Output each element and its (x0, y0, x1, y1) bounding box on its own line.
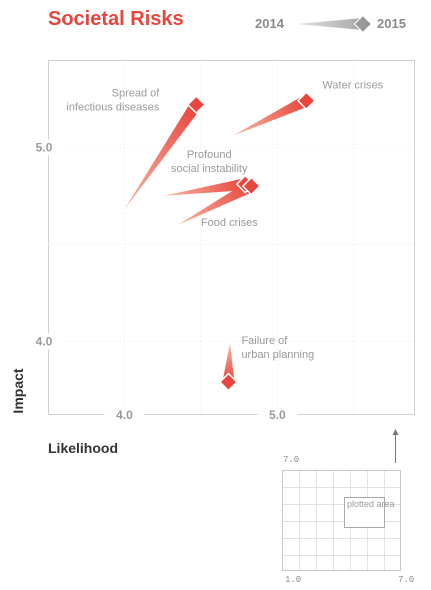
x-tick-bg (257, 407, 298, 423)
legend-from-label: 2014 (255, 16, 284, 31)
inset-x-tick-max: 7.0 (398, 575, 415, 585)
scatter-plot: 4.0 5.0 4.0 5.0 Spread of infectious diseases… (32, 60, 415, 423)
y-tick-bg (32, 333, 64, 350)
legend-to-label: 2015 (377, 16, 406, 31)
y-tick-bg (32, 139, 64, 156)
label-spread-of-infectious-diseases: Spread of infectious diseases (66, 88, 160, 114)
trail-failure-of-urban-planning (222, 343, 235, 383)
inset-plotted-area-box (344, 497, 385, 528)
legend-marker-diamond (353, 14, 371, 34)
chart-title: Societal Risks (48, 8, 184, 30)
label-food-crises: Food crises (201, 217, 258, 229)
plot-frame (48, 60, 415, 415)
inset-grid (282, 429, 401, 571)
x-axis-label: Likelihood (48, 440, 118, 456)
x-tick-label: 4.0 (116, 408, 133, 422)
marker-failure-of-urban-planning (218, 372, 238, 392)
trail-profound-social-instability (164, 178, 247, 196)
legend-wedge-shape (297, 18, 363, 30)
inset-area-label: plotted area (347, 499, 395, 509)
y-tick-label: 5.0 (36, 140, 53, 154)
trail-spread-of-infectious-diseases (124, 101, 202, 210)
trail-food-crises (177, 180, 255, 225)
label-profound-social-instability: Profound social instability (171, 149, 248, 175)
inset-arrow-head (392, 429, 399, 435)
marker-spread-of-infectious-diseases (186, 95, 206, 115)
plotted-area-inset: 7.0 1.0 7.0 plotted area (260, 425, 431, 590)
label-failure-of-urban-planning: Failure of urban planning (241, 335, 314, 361)
inset-frame (282, 470, 401, 571)
marker-water-crises (296, 91, 316, 111)
x-tick-bg (104, 407, 145, 423)
legend-trail-wedge (297, 14, 371, 34)
trail-water-crises (233, 95, 310, 136)
legend: 2014 2015 (255, 10, 425, 36)
label-water-crises: Water crises (322, 80, 383, 92)
y-tick-label: 4.0 (36, 334, 53, 348)
x-tick-label: 5.0 (269, 408, 286, 422)
y-axis-label: Impact (10, 368, 26, 414)
inset-y-tick: 7.0 (283, 455, 300, 465)
marker-food-crises (241, 176, 261, 196)
inset-x-tick-min: 1.0 (285, 575, 302, 585)
